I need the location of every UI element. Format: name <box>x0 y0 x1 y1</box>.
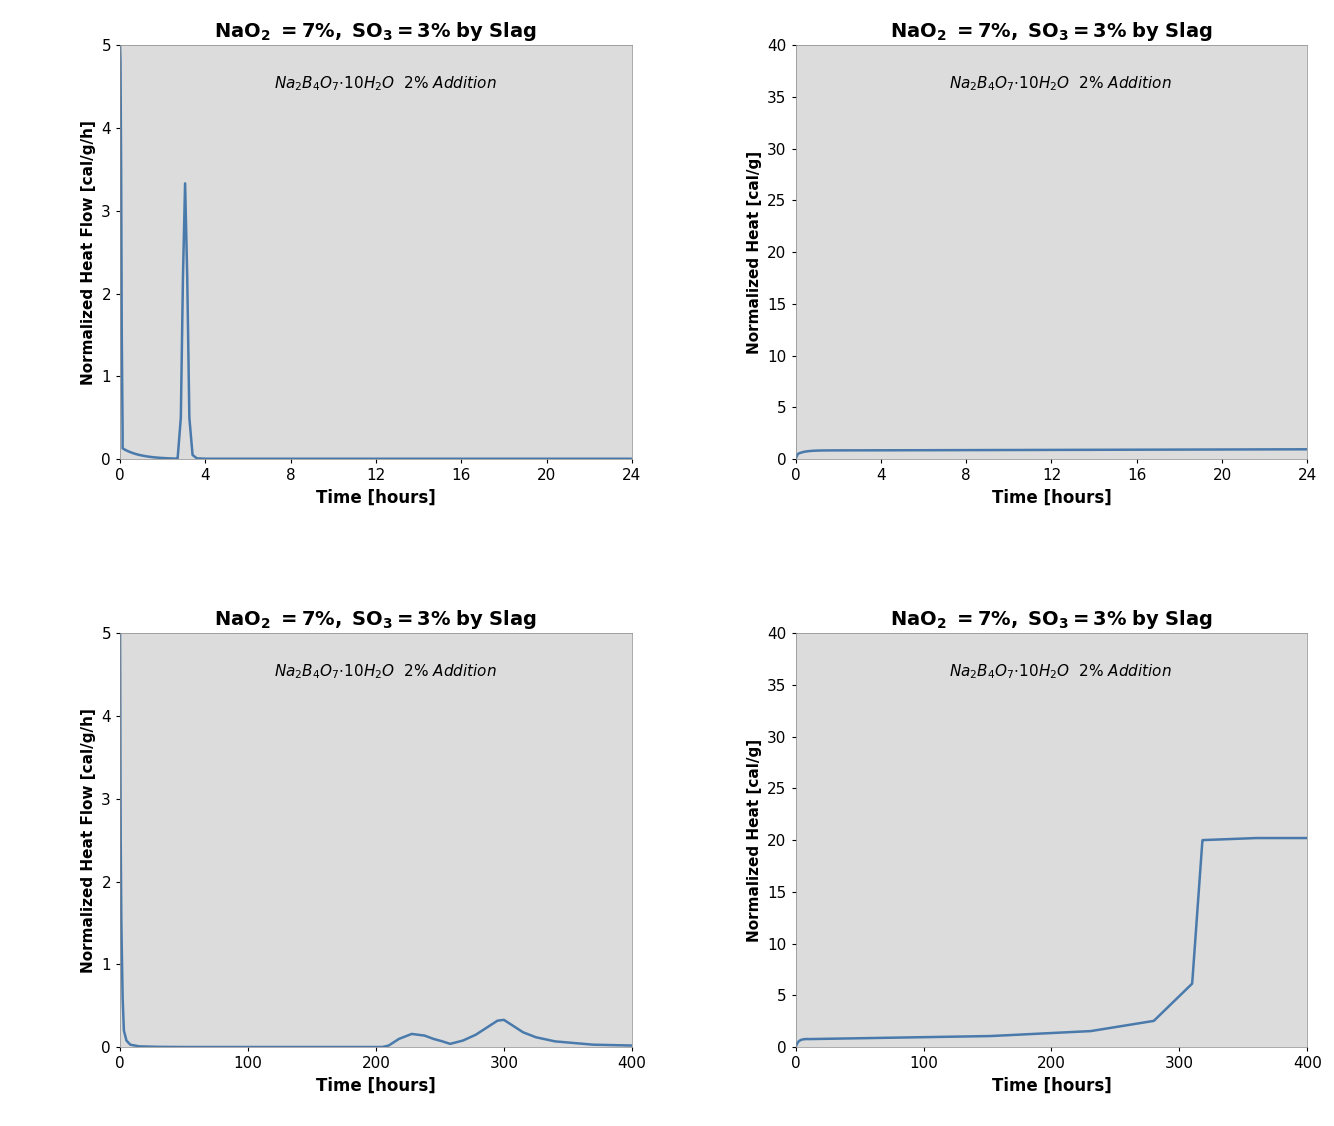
Title: $\mathbf{NaO_2}$ $\mathbf{= 7\%,\ SO_3 = 3\%\ by\ Slag}$: $\mathbf{NaO_2}$ $\mathbf{= 7\%,\ SO_3 =… <box>890 608 1213 631</box>
Text: $\mathit{Na_2B_4O_7}$$\mathit{\cdot10H_2O}$  $\mathit{2\%\ Addition}$: $\mathit{Na_2B_4O_7}$$\mathit{\cdot10H_2… <box>948 662 1173 681</box>
Y-axis label: Normalized Heat Flow [cal/g/h]: Normalized Heat Flow [cal/g/h] <box>81 119 96 385</box>
Text: $\mathit{Na_2B_4O_7}$$\mathit{\cdot10H_2O}$  $\mathit{2\%\ Addition}$: $\mathit{Na_2B_4O_7}$$\mathit{\cdot10H_2… <box>273 74 496 92</box>
Y-axis label: Normalized Heat Flow [cal/g/h]: Normalized Heat Flow [cal/g/h] <box>81 707 96 973</box>
Title: $\mathbf{NaO_2}$ $\mathbf{= 7\%,\ SO_3 = 3\%\ by\ Slag}$: $\mathbf{NaO_2}$ $\mathbf{= 7\%,\ SO_3 =… <box>215 20 538 43</box>
Text: $\mathit{Na_2B_4O_7}$$\mathit{\cdot10H_2O}$  $\mathit{2\%\ Addition}$: $\mathit{Na_2B_4O_7}$$\mathit{\cdot10H_2… <box>273 662 496 681</box>
X-axis label: Time [hours]: Time [hours] <box>316 489 436 507</box>
Text: $\mathit{Na_2B_4O_7}$$\mathit{\cdot10H_2O}$  $\mathit{2\%\ Addition}$: $\mathit{Na_2B_4O_7}$$\mathit{\cdot10H_2… <box>948 74 1173 92</box>
X-axis label: Time [hours]: Time [hours] <box>991 489 1111 507</box>
X-axis label: Time [hours]: Time [hours] <box>991 1076 1111 1094</box>
Title: $\mathbf{NaO_2}$ $\mathbf{= 7\%,\ SO_3 = 3\%\ by\ Slag}$: $\mathbf{NaO_2}$ $\mathbf{= 7\%,\ SO_3 =… <box>215 608 538 631</box>
Y-axis label: Normalized Heat [cal/g]: Normalized Heat [cal/g] <box>747 739 762 941</box>
Y-axis label: Normalized Heat [cal/g]: Normalized Heat [cal/g] <box>747 151 762 354</box>
X-axis label: Time [hours]: Time [hours] <box>316 1076 436 1094</box>
Title: $\mathbf{NaO_2}$ $\mathbf{= 7\%,\ SO_3 = 3\%\ by\ Slag}$: $\mathbf{NaO_2}$ $\mathbf{= 7\%,\ SO_3 =… <box>890 20 1213 43</box>
